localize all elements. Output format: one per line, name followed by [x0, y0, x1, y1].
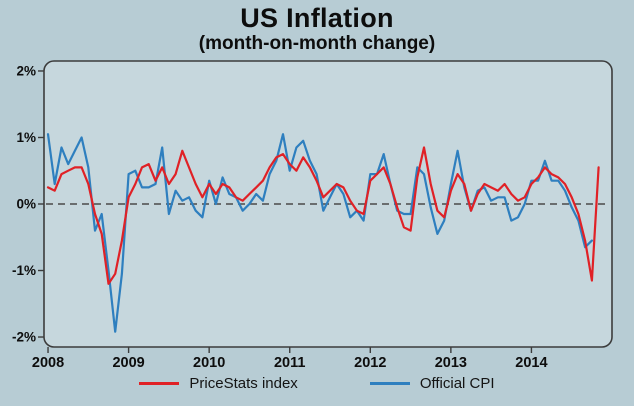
x-tick-label: 2009 [112, 355, 144, 371]
legend: PriceStats index Official CPI [0, 375, 634, 392]
page-title: US Inflation [240, 3, 394, 33]
legend-item-cpi: Official CPI [369, 375, 495, 392]
y-tick-label: -2% [12, 330, 36, 345]
pricestats-index-line [46, 146, 600, 285]
y-tick-label: 2% [16, 63, 36, 78]
y-tick-label: -1% [12, 263, 36, 278]
x-tick-label: 2012 [354, 355, 386, 371]
legend-item-pricestats: PriceStats index [139, 375, 298, 392]
x-tick-label: 2013 [435, 355, 467, 371]
x-tick-label: 2014 [515, 355, 547, 371]
cpi-line-swatch [369, 382, 410, 385]
y-tick-label: 0% [16, 197, 36, 212]
pricestats-line-swatch [139, 382, 180, 385]
legend-label-cpi: Official CPI [419, 375, 495, 392]
x-tick-label: 2010 [193, 355, 225, 371]
page-subtitle: (month-on-month change) [198, 33, 436, 54]
official-cpi-line [46, 133, 594, 333]
chart-header: US Inflation (month-on-month change) [0, 0, 634, 55]
legend-label-pricestats: PriceStats index [189, 375, 298, 392]
x-tick-label: 2011 [274, 355, 305, 371]
x-tick-label: 2008 [32, 355, 64, 371]
y-tick-label: 1% [16, 130, 36, 145]
inflation-chart: 2% 1% 0% -1% -2% 2008 2009 2010 2011 2012 2013 2014 [12, 60, 613, 371]
